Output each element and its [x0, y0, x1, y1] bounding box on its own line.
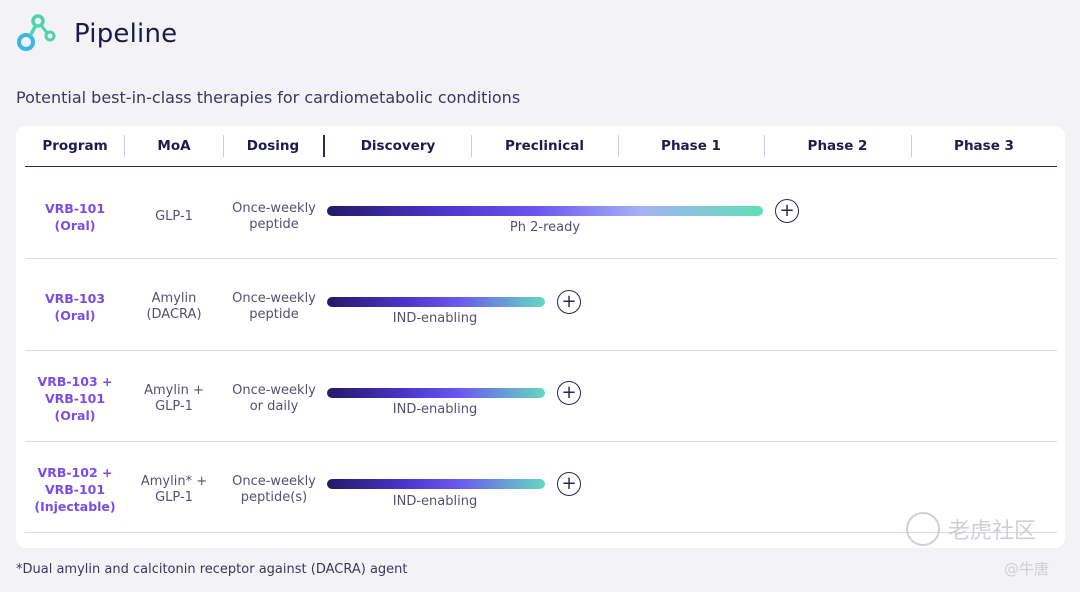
table-row: VRB-103 + VRB-101 (Oral) Amylin + GLP-1 … — [25, 350, 1057, 442]
program-name-line: (Injectable) — [34, 499, 116, 514]
watermark-handle: @牛唐 — [1004, 560, 1050, 578]
table-row: VRB-101 (Oral) GLP-1 Once-weekly peptide… — [25, 168, 1057, 259]
dosing-line: Once-weekly — [232, 201, 316, 216]
column-header-program: Program — [42, 138, 108, 154]
column-header-phase-2: Phase 2 — [807, 138, 868, 154]
program-name-line: VRB-101 — [44, 482, 106, 497]
page-subtitle: Potential best-in-class therapies for ca… — [16, 88, 521, 107]
moa-cell: Amylin* + GLP-1 — [128, 474, 220, 506]
column-divider — [618, 135, 619, 157]
plus-circle-icon[interactable]: + — [557, 472, 581, 496]
dosing-cell: Once-weekly or daily — [225, 383, 323, 415]
status-label: IND-enabling — [392, 311, 478, 326]
moa-line: GLP-1 — [155, 399, 193, 414]
plus-circle-icon[interactable]: + — [557, 290, 581, 314]
footnote: *Dual amylin and calcitonin receptor aga… — [16, 562, 408, 577]
program-name-line: VRB-103 + — [37, 374, 113, 389]
dosing-cell: Once-weekly peptide(s) — [225, 474, 323, 506]
column-divider — [764, 135, 765, 157]
progress-bar — [327, 388, 545, 398]
column-divider — [124, 135, 125, 157]
dosing-line: peptide — [249, 217, 299, 232]
watermark-brand-text: 老虎社区 — [948, 519, 1037, 544]
program-name-line: VRB-101 — [44, 201, 106, 216]
column-header-preclinical: Preclinical — [505, 138, 584, 154]
column-divider — [323, 135, 325, 157]
moa-line: Amylin — [151, 291, 197, 306]
moa-line: GLP-1 — [155, 209, 193, 224]
program-name-line: (Oral) — [54, 408, 96, 423]
program-name-line: VRB-103 — [44, 291, 106, 306]
column-header-moa: MoA — [157, 138, 191, 154]
moa-line: Amylin + — [144, 383, 204, 398]
plus-circle-icon[interactable]: + — [775, 199, 799, 223]
dosing-line: peptide — [249, 307, 299, 322]
table-header: Program MoA Dosing Discovery Preclinical… — [25, 132, 1057, 167]
progress-bar — [327, 479, 545, 489]
table-row: VRB-102 + VRB-101 (Injectable) Amylin* +… — [25, 441, 1057, 533]
program-name: VRB-103 + VRB-101 (Oral) — [25, 373, 125, 424]
column-divider — [911, 135, 912, 157]
moa-cell: GLP-1 — [128, 209, 220, 225]
dosing-line: peptide(s) — [240, 490, 308, 505]
status-label: Ph 2-ready — [509, 220, 581, 235]
column-divider — [223, 135, 224, 157]
moa-cell: Amylin + GLP-1 — [128, 383, 220, 415]
status-label: IND-enabling — [392, 402, 478, 417]
program-name-line: (Oral) — [54, 308, 96, 323]
column-header-discovery: Discovery — [360, 138, 436, 154]
moa-line: (DACRA) — [146, 307, 202, 322]
program-name: VRB-102 + VRB-101 (Injectable) — [25, 464, 125, 515]
progress-bar — [327, 206, 763, 216]
column-header-phase-1: Phase 1 — [661, 138, 721, 154]
connected-nodes-icon — [17, 14, 56, 51]
watermark-brand: 老虎社区 — [906, 512, 1036, 546]
dosing-line: or daily — [249, 399, 299, 414]
column-header-dosing: Dosing — [246, 138, 300, 154]
dosing-line: Once-weekly — [232, 291, 316, 306]
program-name-line: VRB-101 — [44, 391, 106, 406]
column-divider — [471, 135, 472, 157]
dosing-cell: Once-weekly peptide — [225, 291, 323, 323]
dosing-line: Once-weekly — [232, 383, 316, 398]
progress-bar — [327, 297, 545, 307]
pipeline-table: Program MoA Dosing Discovery Preclinical… — [16, 126, 1065, 548]
table-row: VRB-103 (Oral) Amylin (DACRA) Once-weekl… — [25, 258, 1057, 351]
status-label: IND-enabling — [392, 494, 478, 509]
page-title: Pipeline — [74, 19, 178, 49]
watermark-logo-icon — [906, 512, 940, 546]
column-header-phase-3: Phase 3 — [954, 138, 1014, 154]
moa-line: Amylin* + — [140, 474, 208, 489]
moa-line: GLP-1 — [155, 490, 193, 505]
program-name-line: (Oral) — [54, 218, 96, 233]
plus-circle-icon[interactable]: + — [557, 381, 581, 405]
program-name: VRB-101 (Oral) — [25, 200, 125, 234]
program-name-line: VRB-102 + — [37, 465, 113, 480]
header: Pipeline — [16, 14, 177, 54]
dosing-cell: Once-weekly peptide — [225, 201, 323, 233]
moa-cell: Amylin (DACRA) — [128, 291, 220, 323]
program-name: VRB-103 (Oral) — [25, 290, 125, 324]
dosing-line: Once-weekly — [232, 474, 316, 489]
